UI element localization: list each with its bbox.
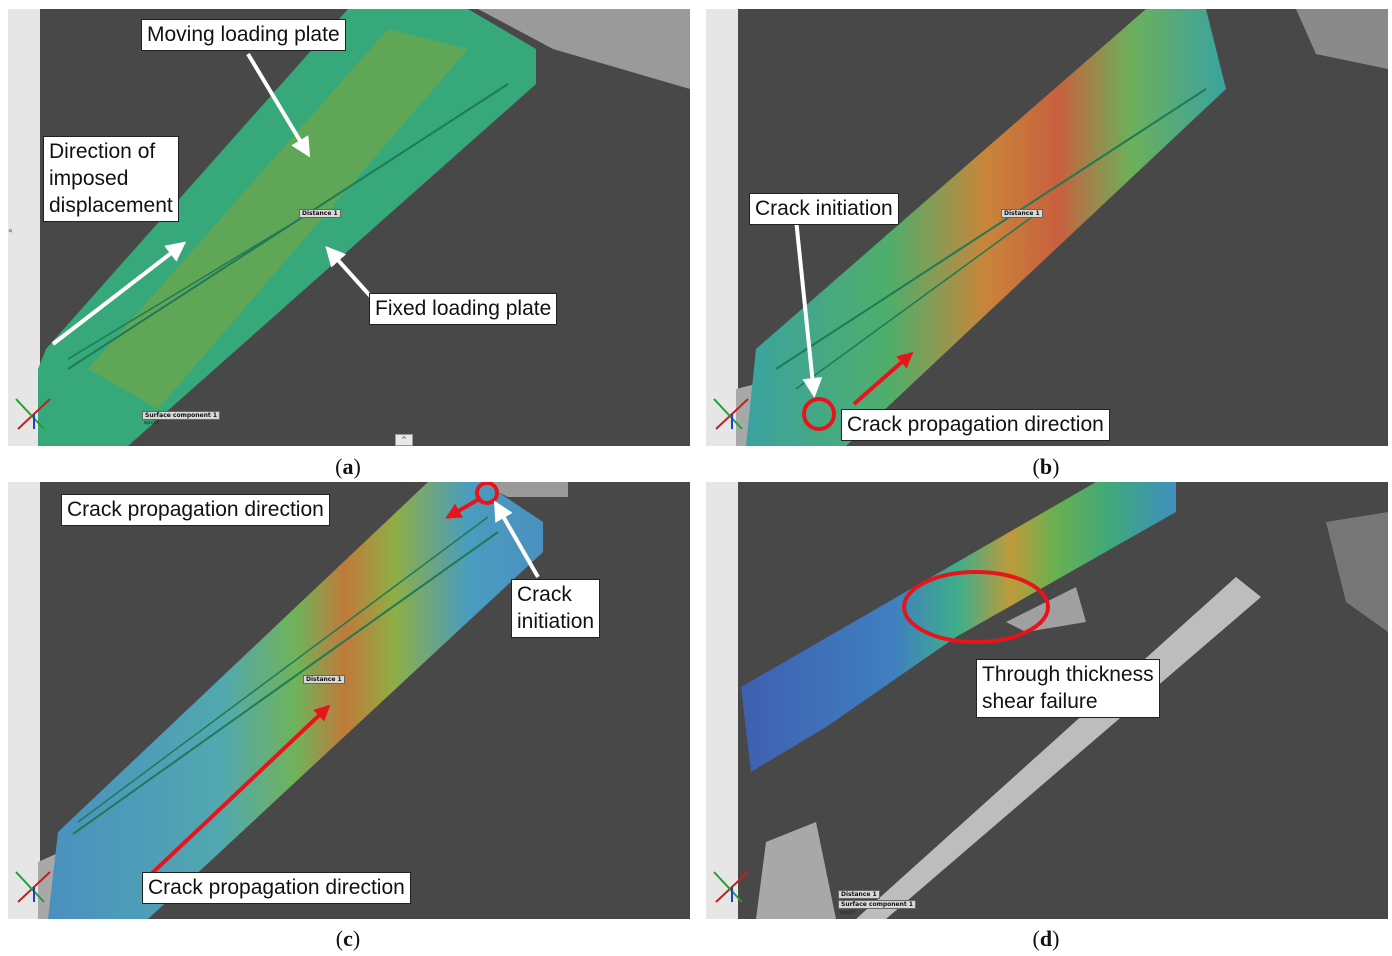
- specimen-surface: [48, 482, 543, 919]
- bottom-fixture: [756, 822, 836, 919]
- shear-failure-ellipse: [902, 570, 1050, 644]
- moving-loading-plate-label: Moving loading plate: [141, 19, 346, 51]
- distance-line-2: [67, 216, 304, 360]
- direction-arrow: [51, 241, 187, 346]
- crack-initiation-label: Crack initiation: [511, 579, 601, 638]
- fixed-plate-arrow: [325, 246, 375, 301]
- top-right-fixture: [1296, 9, 1388, 69]
- panel-a: Moving loading plate Direction of impose…: [8, 9, 690, 446]
- axis-triad-icon: [15, 871, 51, 903]
- axis-triad-icon: [713, 871, 749, 903]
- crack-initiation-circle: [802, 397, 836, 431]
- panel-d: Through thickness shear failure Distance…: [706, 482, 1388, 919]
- shear-failure-label: Through thickness shear failure: [976, 659, 1160, 718]
- crack-propagation-arrow-top: [445, 496, 482, 519]
- right-fixture: [1326, 512, 1388, 632]
- lower-plate: [856, 577, 1261, 919]
- crack-propagation-bottom-label: Crack propagation direction: [142, 872, 411, 904]
- moving-plate-arrow: [246, 52, 311, 158]
- crack-propagation-arrow: [852, 351, 914, 406]
- expand-button[interactable]: ^: [395, 434, 413, 446]
- top-right-fixture: [478, 482, 568, 497]
- distance-tag: Distance 1: [303, 675, 345, 684]
- specimen-surface: [746, 9, 1226, 446]
- distance-line: [72, 531, 499, 835]
- axis-triad-icon: [713, 398, 749, 430]
- distance-line-2: [77, 516, 489, 823]
- strain-band: [88, 29, 468, 409]
- distance-tag: Distance 1: [299, 209, 341, 218]
- crack-propagation-arrow-bottom: [146, 704, 331, 879]
- white-edge: [8, 482, 40, 919]
- panel-c: Crack propagation direction Crack initia…: [8, 482, 690, 919]
- distance-line: [775, 88, 1207, 370]
- crack-initiation-label: Crack initiation: [749, 193, 899, 225]
- distance-line-2: [795, 213, 1037, 390]
- white-edge: [706, 9, 738, 446]
- surface-component-tag: Surface component 1: [142, 411, 221, 420]
- caption-c: (c): [335, 926, 361, 951]
- white-edge: [8, 9, 40, 446]
- panel-d-scene: [706, 482, 1388, 919]
- caption-b-letter: b: [1039, 454, 1053, 479]
- panel-b-scene: [706, 9, 1388, 446]
- crack-initiation-arrow: [794, 218, 823, 398]
- imposed-displacement-label: Direction of imposed displacement: [43, 136, 179, 222]
- crack-propagation-label: Crack propagation direction: [841, 409, 1110, 441]
- distance-tag: Distance 1: [1001, 209, 1043, 218]
- distance-tag: Distance 1: [838, 890, 880, 899]
- panel-b: Crack initiation Crack propagation direc…: [706, 9, 1388, 446]
- panel-a-scene: [8, 9, 690, 446]
- axis-triad-icon: [15, 398, 51, 430]
- surface-sub-tag: epsXY: [840, 910, 856, 916]
- crack-propagation-top-label: Crack propagation direction: [61, 494, 330, 526]
- panel-c-scene: [8, 482, 568, 919]
- white-edge: [706, 482, 738, 919]
- caption-c-letter: c: [343, 926, 353, 951]
- surface-component-tag: Surface component 1: [838, 900, 917, 909]
- top-right-fixture: [478, 9, 690, 89]
- caption-a: (a): [335, 454, 361, 479]
- crack-initiation-arrow: [494, 500, 540, 578]
- crack-initiation-circle: [475, 482, 499, 505]
- caption-a-letter: a: [342, 454, 354, 479]
- caption-b: (b): [1032, 454, 1060, 479]
- upper-specimen-surface: [741, 482, 1176, 772]
- surface-sub-tag: epsXY: [144, 420, 160, 426]
- caption-d-letter: d: [1039, 926, 1053, 951]
- fixed-loading-plate-label: Fixed loading plate: [369, 293, 558, 325]
- collapse-handle-icon[interactable]: «: [8, 226, 13, 235]
- caption-d: (d): [1032, 926, 1060, 951]
